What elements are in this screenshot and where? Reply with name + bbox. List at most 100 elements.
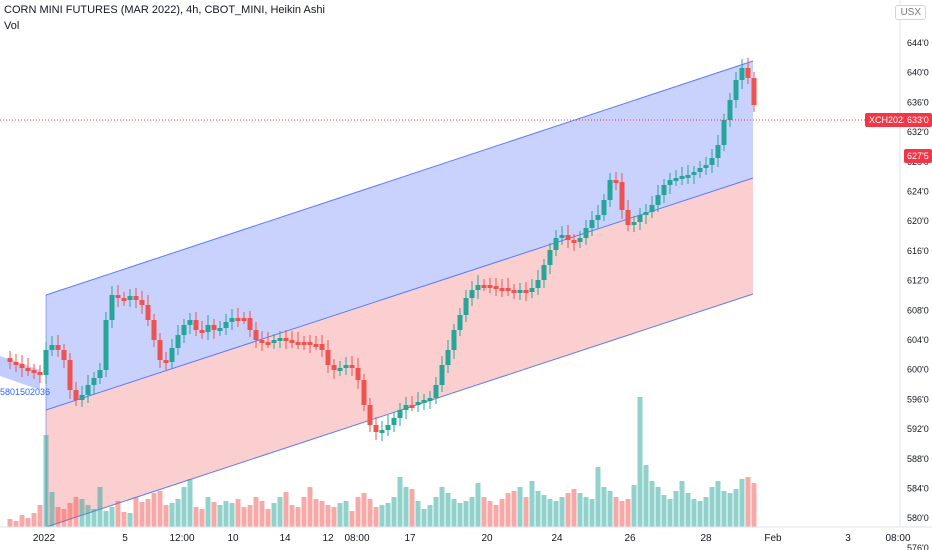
volume-bar	[619, 501, 625, 527]
candle-body	[379, 430, 385, 433]
volume-bar	[49, 492, 55, 527]
second-price-badge: 627'5	[904, 149, 932, 163]
volume-bar	[121, 512, 127, 527]
volume-bar	[637, 397, 643, 527]
candle-body	[439, 365, 445, 385]
currency-button[interactable]: USX	[895, 5, 926, 20]
volume-bar	[613, 497, 619, 527]
candle-body	[229, 318, 235, 322]
volume-bar	[739, 479, 745, 527]
candle-body	[217, 328, 223, 331]
candle-body	[565, 235, 571, 240]
volume-bar	[493, 505, 499, 527]
candle-body	[385, 425, 391, 430]
volume-bar	[175, 499, 181, 527]
candle-body	[121, 298, 127, 301]
candle-body	[253, 330, 259, 340]
volume-bar	[373, 507, 379, 527]
volume-bar	[253, 497, 259, 527]
volume-bar	[691, 499, 697, 527]
candle-body	[301, 342, 307, 345]
volume-bar	[475, 483, 481, 527]
volume-bar	[61, 509, 67, 527]
volume-bar	[31, 513, 37, 527]
candle-body	[607, 180, 613, 200]
volume-bar	[133, 497, 139, 527]
volume-bar	[529, 481, 535, 527]
volume-bar	[709, 487, 715, 527]
candle-body	[331, 365, 337, 370]
volume-bar	[97, 487, 103, 527]
price-tick-label: 636'0	[907, 97, 929, 107]
volume-bar	[115, 501, 121, 527]
price-tick-label: 580'0	[907, 513, 929, 523]
candle-body	[679, 176, 685, 179]
candle-body	[31, 370, 37, 373]
volume-bar	[463, 501, 469, 527]
volume-bar	[289, 505, 295, 527]
channel-mid-line	[45, 177, 754, 411]
volume-bar	[259, 501, 265, 527]
candle-body	[115, 295, 121, 298]
volume-bar	[439, 487, 445, 527]
volume-bar	[535, 491, 541, 527]
time-tick-label: 10	[227, 533, 239, 544]
volume-bar	[193, 507, 199, 527]
candle-body	[685, 175, 691, 178]
price-tick-label: 644'0	[907, 38, 929, 48]
volume-bar	[655, 487, 661, 527]
price-tick-label: 608'0	[907, 305, 929, 315]
volume-bar	[205, 497, 211, 527]
candle-body	[19, 364, 25, 368]
candles[interactable]	[7, 58, 757, 441]
candle-body	[67, 360, 73, 390]
candle-body	[49, 345, 55, 350]
candle-body	[481, 285, 487, 288]
volume-bar	[631, 485, 637, 527]
candle-body	[505, 288, 511, 291]
candle-body	[79, 395, 85, 400]
candle-body	[223, 322, 229, 328]
candle-body	[691, 172, 697, 175]
candle-body	[397, 410, 403, 418]
volume-bar	[187, 479, 193, 527]
candle-body	[427, 398, 433, 401]
volume-bar	[469, 497, 475, 527]
volume-bar	[229, 503, 235, 527]
volume-bar	[85, 505, 91, 527]
volume-bar	[151, 493, 157, 527]
candle-body	[55, 345, 61, 350]
candle-body	[577, 238, 583, 242]
candle-body	[307, 342, 313, 345]
price-tick-label: 576'0	[907, 543, 929, 550]
candle-body	[97, 370, 103, 378]
candle-body	[319, 344, 325, 350]
volume-indicator-label[interactable]: Vol	[4, 20, 20, 32]
time-tick-label: 14	[279, 533, 291, 544]
candle-body	[637, 215, 643, 222]
time-tick-label: 28	[700, 533, 712, 544]
volume-bar	[577, 493, 583, 527]
time-tick-label: 24	[551, 533, 563, 544]
candle-body	[667, 180, 673, 185]
candle-body	[157, 340, 163, 360]
volume-bar	[673, 491, 679, 527]
volume-bar	[73, 497, 79, 527]
candle-body	[445, 350, 451, 365]
candle-body	[91, 378, 97, 385]
channel-top-line	[45, 60, 754, 296]
candle-body	[337, 368, 343, 371]
price-tick-label: 584'0	[907, 484, 929, 494]
volume-bar	[139, 502, 145, 527]
volume-bar	[607, 491, 613, 527]
volume-bar	[421, 509, 427, 527]
candle-body	[571, 240, 577, 243]
volume-bar	[199, 509, 205, 527]
candle-body	[13, 362, 19, 365]
candle-body	[709, 158, 715, 165]
candle-body	[673, 178, 679, 181]
candle-body	[259, 340, 265, 343]
volume-bar	[379, 505, 385, 527]
candle-body	[265, 342, 271, 345]
